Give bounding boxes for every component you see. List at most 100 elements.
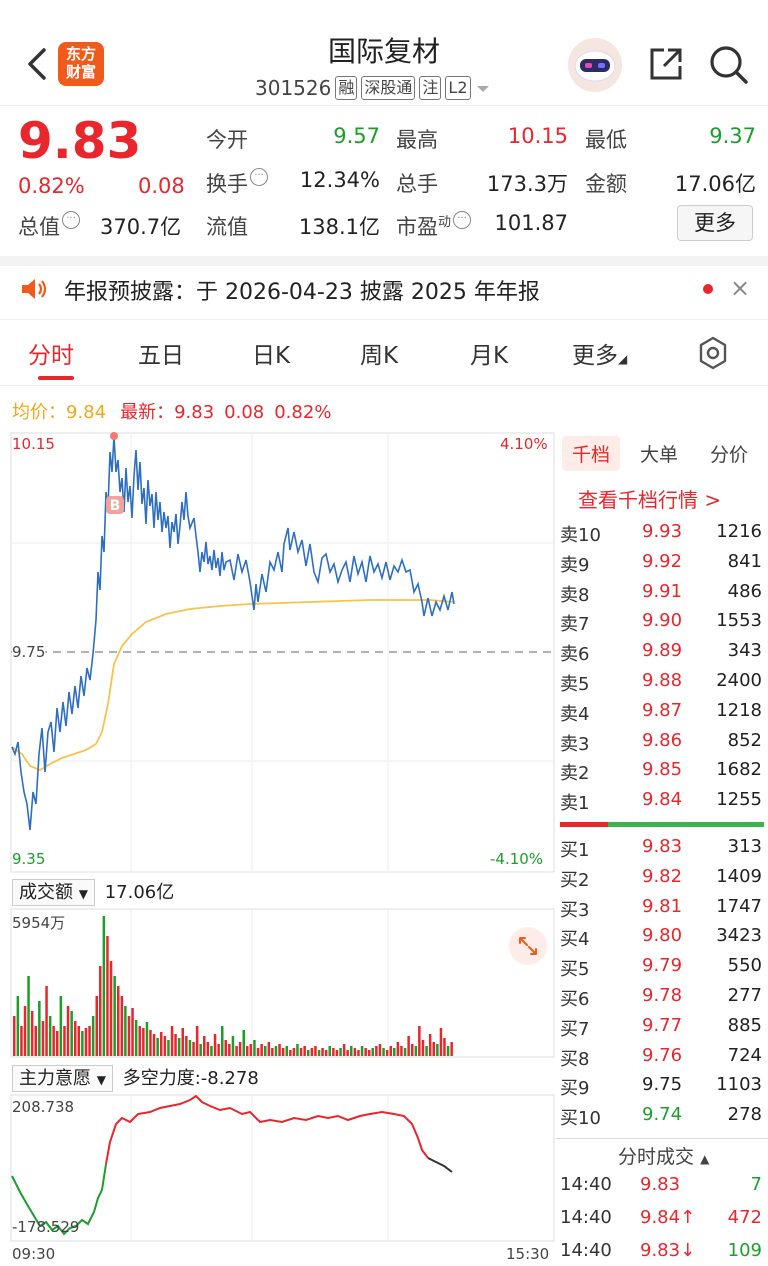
volume-indicator-select[interactable]: 成交额 ▼ [12,879,95,906]
ask-row[interactable]: 卖6 9.89 343 [560,640,764,670]
app-logo[interactable]: 东方 财富 [58,42,104,86]
more-quote-button[interactable]: 更多 [677,205,753,241]
pe-label[interactable]: 市盈动 ··· [396,211,472,241]
volume-bar [142,1028,145,1056]
volume-bar [52,1026,55,1056]
tab-monthly-k[interactable]: 月K [470,343,509,369]
expand-icon[interactable] [508,926,548,966]
view-thousand-levels-link[interactable]: 查看千档行情 > [578,488,722,512]
bid-row[interactable]: 买1 9.83 313 [560,836,764,866]
back-arrow-icon[interactable] [22,44,52,84]
search-icon[interactable] [708,44,750,86]
tab-price-distribution[interactable]: 分价 [710,444,749,466]
bid-row[interactable]: 买4 9.80 3423 [560,925,764,955]
ask-row[interactable]: 卖1 9.84 1255 [560,789,764,819]
notice-bar[interactable] [0,256,768,320]
volume-bar [45,986,48,1056]
close-icon[interactable]: × [730,274,751,302]
bid-row[interactable]: 买5 9.79 550 [560,955,764,985]
market-cap-label[interactable]: 总值 ··· [18,211,80,241]
ask-row[interactable]: 卖7 9.90 1553 [560,610,764,640]
ask-row[interactable]: 卖3 9.86 852 [560,730,764,760]
volume-bar [439,1028,443,1056]
ask-row[interactable]: 卖9 9.92 841 [560,551,764,581]
volume-bar [346,1050,349,1056]
volume-total: 17.06亿 [104,882,175,903]
level-label: 买5 [560,959,590,981]
tab-weekly-k[interactable]: 周K [360,343,399,369]
level-label: 卖9 [560,554,590,576]
stock-code-row: 301526 融 深股通 注 L2 [255,74,491,102]
ask-row[interactable]: 卖8 9.91 486 [560,581,764,611]
bid-row[interactable]: 买8 9.76 724 [560,1045,764,1075]
share-icon[interactable] [646,44,686,84]
force-chart[interactable] [10,1094,556,1242]
bid-row[interactable]: 买7 9.77 885 [560,1015,764,1045]
bid-row[interactable]: 买3 9.81 1747 [560,896,764,926]
volume-bar [177,1038,181,1056]
volume-bar [124,1006,127,1056]
volume-bar [385,1050,389,1056]
bid-row[interactable]: 买9 9.75 1103 [560,1074,764,1104]
tab-daily-k[interactable]: 日K [252,343,291,369]
volume-bar [174,1034,177,1056]
level-volume: 550 [727,955,762,977]
volume-bar [203,1036,206,1056]
force-line-tail [427,1157,453,1173]
volume-bar [242,1030,245,1056]
volume-bar [192,1042,195,1056]
avg-price-line [11,599,455,772]
ask-row[interactable]: 卖5 9.88 2400 [560,670,764,700]
tab-five-day[interactable]: 五日 [138,343,184,369]
assistant-avatar-icon[interactable] [568,38,622,92]
speaker-icon [22,279,47,299]
level-volume: 1409 [716,865,762,887]
level-price: 9.82 [642,865,683,887]
tab-thousand-levels[interactable]: 千档 [562,436,621,471]
level-price: 9.75 [642,1074,683,1096]
level-price: 9.74 [642,1104,683,1126]
tab-big-orders[interactable]: 大单 [640,444,679,466]
volume-bar [299,1048,303,1056]
ask-row[interactable]: 卖4 9.87 1218 [560,700,764,730]
volume-bar [285,1046,288,1056]
ask-row[interactable]: 卖10 9.93 1216 [560,521,764,551]
tab-more[interactable]: 更多◢ [572,343,628,369]
buy-marker[interactable] [106,496,124,514]
volume-bar [41,1021,45,1056]
volume-bar [436,1044,439,1056]
ask-row[interactable]: 卖2 9.85 1682 [560,759,764,789]
volume-bar [303,1046,306,1056]
volume-bar [228,1044,231,1056]
bid-row[interactable]: 买10 9.74 278 [560,1104,764,1134]
level-label: 卖7 [560,614,590,636]
level-label: 卖5 [560,674,590,695]
volume-max-label: 5954万 [12,914,66,932]
intraday-chart[interactable]: B [10,432,556,874]
time-end-label: 15:30 [506,1245,550,1263]
trades-title[interactable]: 分时成交 ▲ [618,1146,710,1168]
force-indicator-select[interactable]: 主力意愿 ▼ [12,1065,113,1092]
chevron-down-icon[interactable] [475,82,491,94]
volume-bar [217,1044,220,1056]
trades-header[interactable] [556,1138,768,1172]
bid-row[interactable]: 买2 9.82 1409 [560,866,764,896]
volume-bar [221,1026,224,1056]
trade-time: 14:40 [560,1174,612,1195]
force-metric: 多空力度:-8.278 [122,1068,259,1089]
volume-bar [34,1026,37,1056]
info-icon[interactable]: ··· [250,168,268,186]
tab-intraday[interactable]: 分时 [28,343,74,369]
volume-bar [106,936,109,1056]
info-icon[interactable]: ··· [62,211,80,229]
volume-chart[interactable] [10,908,556,1058]
force-line-negative [11,1163,107,1236]
volume-bar [368,1050,371,1056]
notice-text[interactable]: 年报预披露：于 2026-04-23 披露 2025 年年报 [64,280,540,305]
volume-bar [235,1046,238,1056]
bid-row[interactable]: 买6 9.78 277 [560,985,764,1015]
turnover-label[interactable]: 换手 ··· [206,168,268,198]
gear-icon[interactable] [696,336,730,370]
level-label: 卖1 [560,793,590,815]
info-icon[interactable]: ··· [453,211,472,229]
